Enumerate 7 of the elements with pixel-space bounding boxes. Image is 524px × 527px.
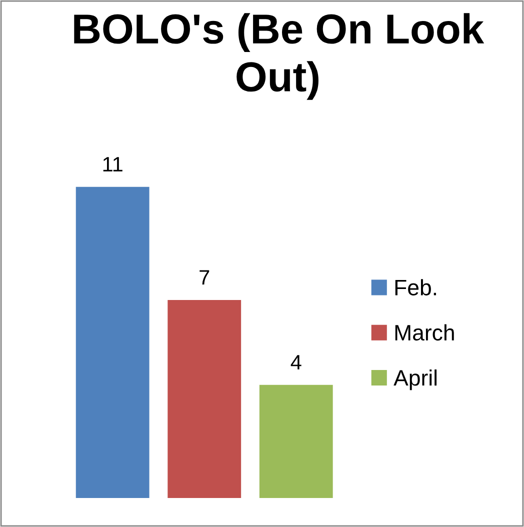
data-label: 7 xyxy=(200,270,210,285)
data-label: 4 xyxy=(290,355,302,370)
legend-label: March xyxy=(395,324,454,341)
data-label: 11 xyxy=(103,157,122,172)
legend-label: Feb. xyxy=(395,279,436,296)
chart-title: BOLO's (Be On Look Out) xyxy=(74,13,484,100)
legend-label: April xyxy=(394,369,437,390)
